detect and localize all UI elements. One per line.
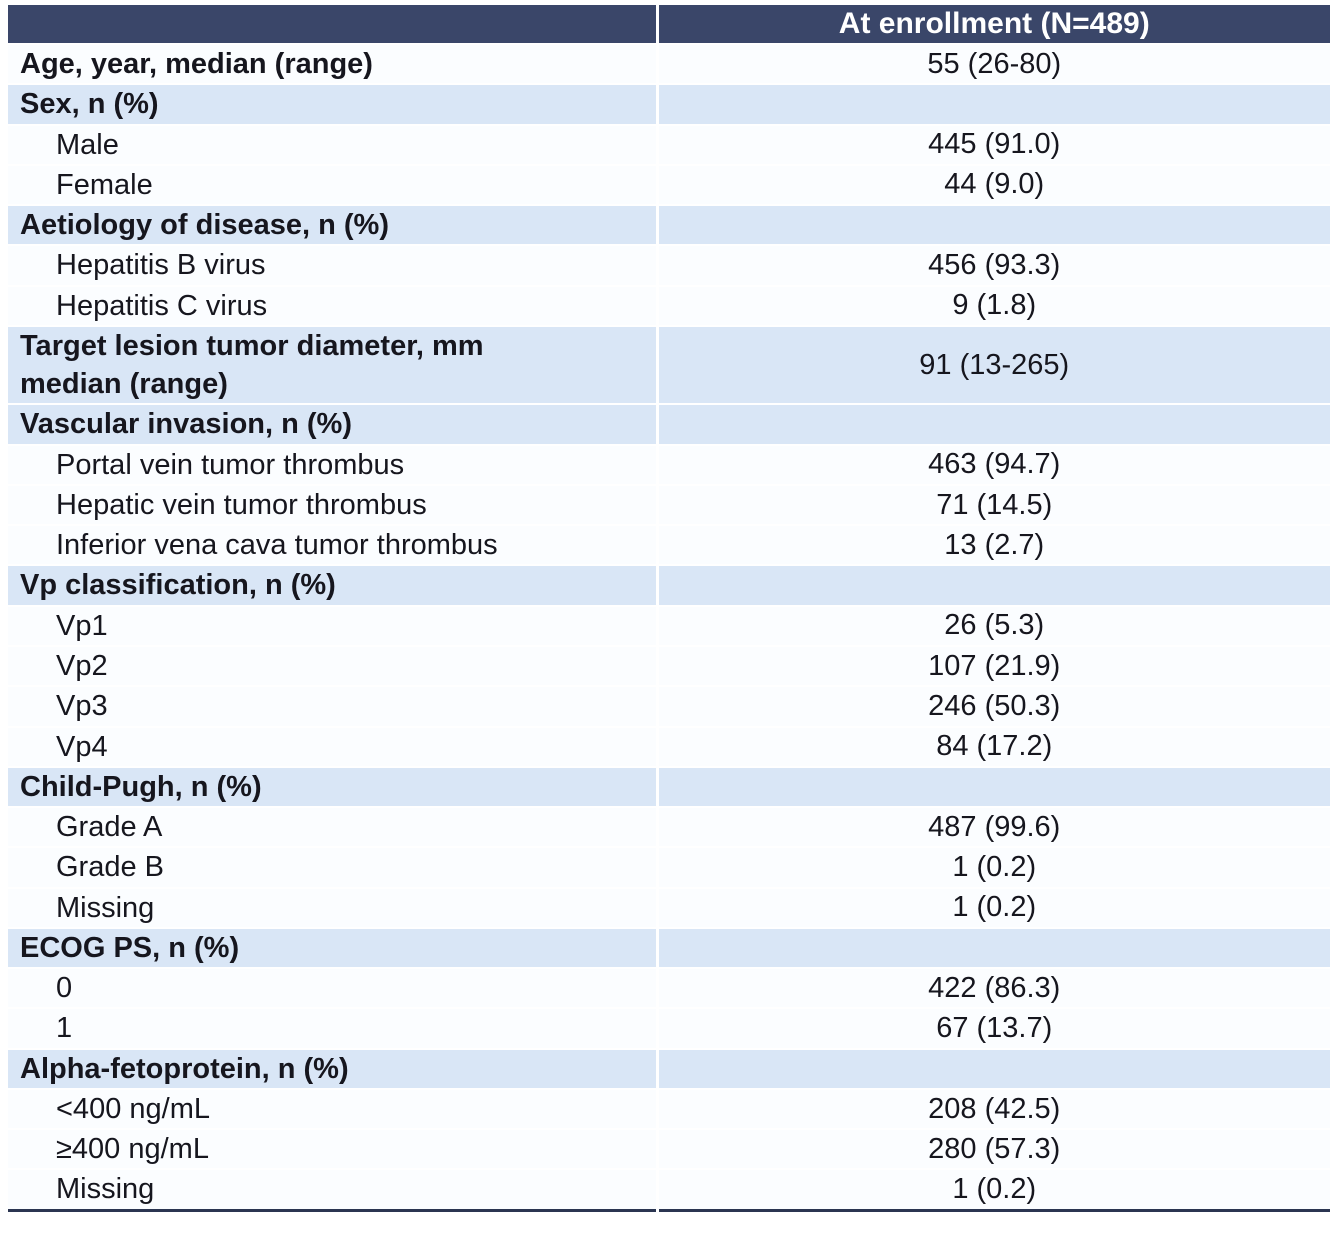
- row-value: [657, 766, 1330, 809]
- header-empty-cell: [8, 5, 659, 45]
- table-row: Portal vein tumor thrombus 463 (94.7): [8, 444, 1330, 486]
- row-label: Aetiology of disease, n (%): [8, 205, 659, 247]
- row-value: 55 (26-80): [657, 44, 1330, 86]
- row-value: 107 (21.9): [657, 645, 1330, 688]
- row-label: Age, year, median (range): [8, 44, 659, 86]
- row-label: Grade A: [8, 807, 659, 849]
- row-label: Inferior vena cava tumor thrombus: [8, 525, 659, 567]
- row-value: 26 (5.3): [657, 605, 1330, 647]
- row-value: 456 (93.3): [657, 245, 1330, 287]
- table-row: Aetiology of disease, n (%): [8, 205, 1330, 247]
- row-label: Child-Pugh, n (%): [8, 766, 659, 809]
- row-label: Sex, n (%): [8, 84, 659, 126]
- table-row: Vp4 84 (17.2): [8, 726, 1330, 768]
- row-label: Target lesion tumor diameter, mm median …: [8, 325, 659, 406]
- header-at-enrollment: At enrollment (N=489): [657, 5, 1330, 45]
- row-value: [657, 565, 1330, 607]
- table-row: Vp classification, n (%): [8, 565, 1330, 607]
- table-row: Grade B 1 (0.2): [8, 847, 1330, 889]
- row-value: 84 (17.2): [657, 726, 1330, 768]
- row-value: 280 (57.3): [657, 1129, 1330, 1171]
- row-value: 487 (99.6): [657, 807, 1330, 849]
- row-label: Vp1: [8, 605, 659, 647]
- baseline-characteristics-table: At enrollment (N=489) Age, year, median …: [8, 5, 1330, 1212]
- row-label: Hepatitis C virus: [8, 285, 659, 327]
- table-row: <400 ng/mL 208 (42.5): [8, 1088, 1330, 1131]
- table-row: Missing 1 (0.2): [8, 887, 1330, 929]
- row-label: <400 ng/mL: [8, 1088, 659, 1131]
- header-row: At enrollment (N=489): [8, 5, 1330, 45]
- row-label: Hepatitis B virus: [8, 245, 659, 287]
- row-value: 67 (13.7): [657, 1008, 1330, 1050]
- table-header: At enrollment (N=489): [8, 5, 1330, 45]
- row-value: 71 (14.5): [657, 484, 1330, 527]
- row-label: Vp3: [8, 686, 659, 728]
- table-row: Child-Pugh, n (%): [8, 766, 1330, 809]
- row-value: 9 (1.8): [657, 285, 1330, 327]
- row-label: Male: [8, 124, 659, 166]
- row-value: 44 (9.0): [657, 164, 1330, 207]
- row-value: 463 (94.7): [657, 444, 1330, 486]
- table-row: Age, year, median (range) 55 (26-80): [8, 44, 1330, 86]
- row-label: Missing: [8, 887, 659, 929]
- row-label: 0: [8, 968, 659, 1010]
- row-label: ECOG PS, n (%): [8, 927, 659, 970]
- row-label: Hepatic vein tumor thrombus: [8, 484, 659, 527]
- row-value: [657, 404, 1330, 446]
- row-value: 246 (50.3): [657, 686, 1330, 728]
- table-row: Hepatitis C virus 9 (1.8): [8, 285, 1330, 327]
- table-row: Alpha-fetoprotein, n (%): [8, 1048, 1330, 1090]
- row-label: Portal vein tumor thrombus: [8, 444, 659, 486]
- row-label: Vp classification, n (%): [8, 565, 659, 607]
- table-row: Hepatitis B virus 456 (93.3): [8, 245, 1330, 287]
- row-label: Vascular invasion, n (%): [8, 404, 659, 446]
- row-value: [657, 84, 1330, 126]
- table-row: ECOG PS, n (%): [8, 927, 1330, 970]
- table-row: ≥400 ng/mL 280 (57.3): [8, 1129, 1330, 1171]
- row-value: 13 (2.7): [657, 525, 1330, 567]
- table-row: Target lesion tumor diameter, mm median …: [8, 325, 1330, 406]
- table-row: Missing 1 (0.2): [8, 1169, 1330, 1212]
- table-body: Age, year, median (range) 55 (26-80) Sex…: [8, 44, 1330, 1212]
- row-value: [657, 205, 1330, 247]
- table-row: Vascular invasion, n (%): [8, 404, 1330, 446]
- table-row: Sex, n (%): [8, 84, 1330, 126]
- table-row: Hepatic vein tumor thrombus 71 (14.5): [8, 484, 1330, 527]
- row-value: [657, 927, 1330, 970]
- row-value: 1 (0.2): [657, 887, 1330, 929]
- table-row: Grade A 487 (99.6): [8, 807, 1330, 849]
- table-row: Female 44 (9.0): [8, 164, 1330, 207]
- row-label: Vp4: [8, 726, 659, 768]
- table-row: 0 422 (86.3): [8, 968, 1330, 1010]
- row-value: [657, 1048, 1330, 1090]
- row-label: Missing: [8, 1169, 659, 1212]
- row-value: 445 (91.0): [657, 124, 1330, 166]
- row-label: Alpha-fetoprotein, n (%): [8, 1048, 659, 1090]
- table-row: Vp2 107 (21.9): [8, 645, 1330, 688]
- table-row: Vp3 246 (50.3): [8, 686, 1330, 728]
- row-label: Female: [8, 164, 659, 207]
- table-row: Vp1 26 (5.3): [8, 605, 1330, 647]
- row-label: Grade B: [8, 847, 659, 889]
- row-label: Vp2: [8, 645, 659, 688]
- table-row: Male 445 (91.0): [8, 124, 1330, 166]
- row-value: 1 (0.2): [657, 847, 1330, 889]
- row-label: ≥400 ng/mL: [8, 1129, 659, 1171]
- row-value: 422 (86.3): [657, 968, 1330, 1010]
- table-row: 1 67 (13.7): [8, 1008, 1330, 1050]
- row-value: 208 (42.5): [657, 1088, 1330, 1131]
- row-value: 91 (13-265): [657, 325, 1330, 406]
- row-label: 1: [8, 1008, 659, 1050]
- table-row: Inferior vena cava tumor thrombus 13 (2.…: [8, 525, 1330, 567]
- row-value: 1 (0.2): [657, 1169, 1330, 1212]
